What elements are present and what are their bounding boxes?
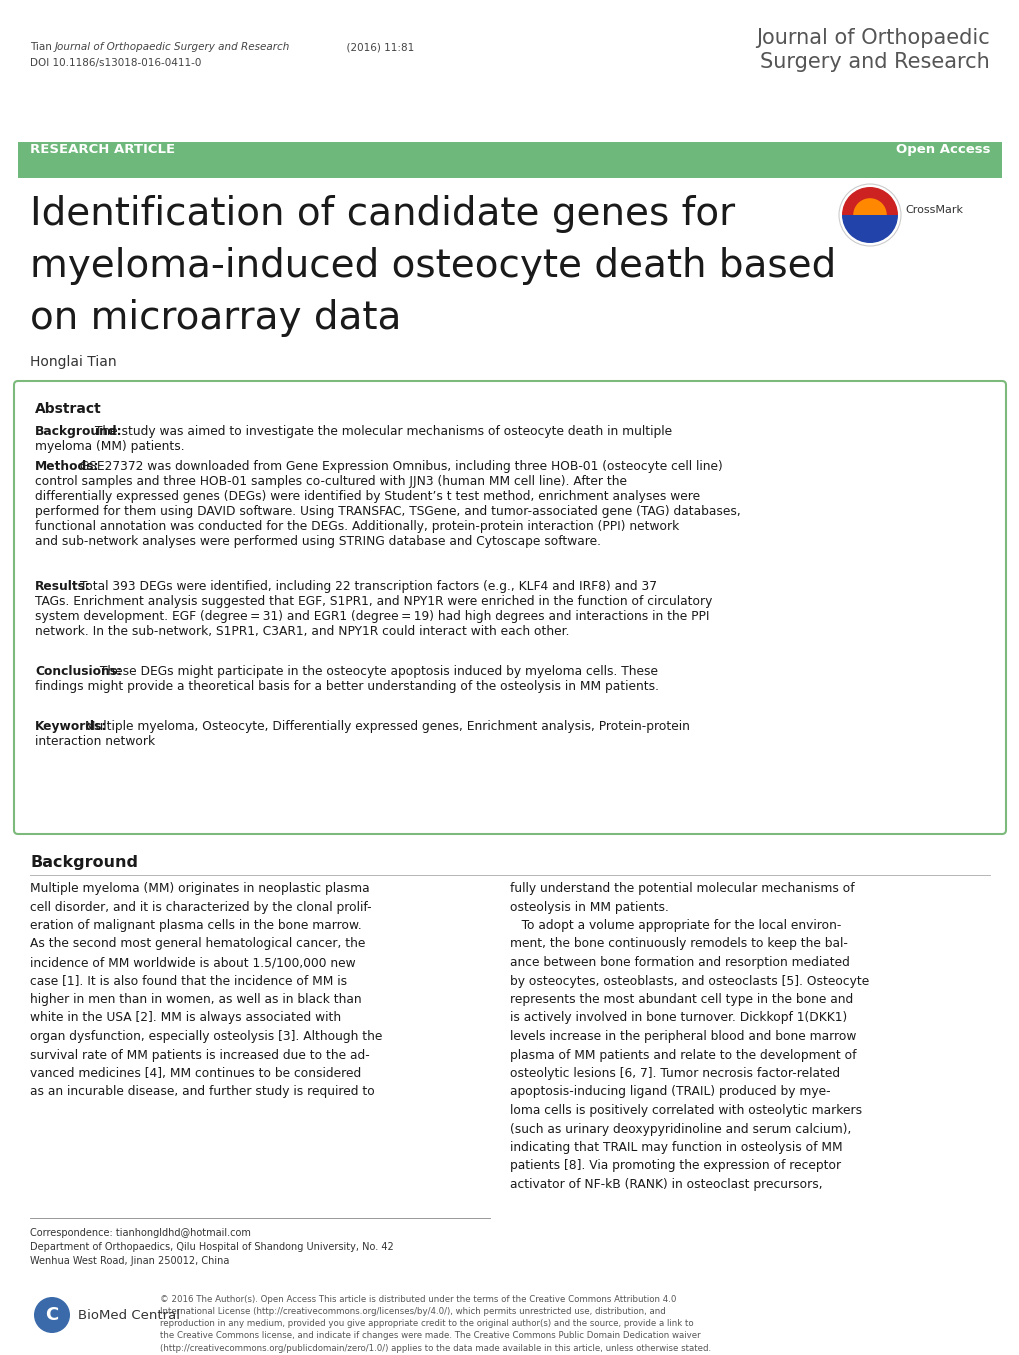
- Text: and sub-network analyses were performed using STRING database and Cytoscape soft: and sub-network analyses were performed …: [35, 535, 600, 547]
- Bar: [18, 142, 1001, 178]
- Text: Conclusions:: Conclusions:: [35, 665, 122, 678]
- Text: Department of Orthopaedics, Qilu Hospital of Shandong University, No. 42: Department of Orthopaedics, Qilu Hospita…: [30, 1243, 393, 1252]
- Text: The study was aimed to investigate the molecular mechanisms of osteocyte death i: The study was aimed to investigate the m…: [91, 425, 672, 438]
- Text: findings might provide a theoretical basis for a better understanding of the ost: findings might provide a theoretical bas…: [35, 680, 658, 692]
- Text: Open Access: Open Access: [895, 144, 989, 156]
- Text: Background: Background: [30, 855, 138, 870]
- Wedge shape: [852, 198, 886, 215]
- Text: Keywords:: Keywords:: [35, 720, 107, 733]
- Text: interaction network: interaction network: [35, 734, 155, 748]
- Text: Honglai Tian: Honglai Tian: [30, 355, 116, 369]
- Text: TAGs. Enrichment analysis suggested that EGF, S1PR1, and NPY1R were enriched in : TAGs. Enrichment analysis suggested that…: [35, 595, 711, 608]
- Text: differentially expressed genes (DEGs) were identified by Student’s t test method: differentially expressed genes (DEGs) we…: [35, 491, 699, 503]
- Text: on microarray data: on microarray data: [30, 299, 401, 337]
- Text: Correspondence: tianhongldhd@hotmail.com: Correspondence: tianhongldhd@hotmail.com: [30, 1228, 251, 1238]
- Text: Abstract: Abstract: [35, 402, 102, 416]
- Text: system development. EGF (degree = 31) and EGR1 (degree = 19) had high degrees an: system development. EGF (degree = 31) an…: [35, 610, 709, 623]
- Circle shape: [839, 184, 900, 247]
- Text: RESEARCH ARTICLE: RESEARCH ARTICLE: [30, 144, 175, 156]
- Text: Journal of Orthopaedic: Journal of Orthopaedic: [755, 28, 989, 47]
- Text: © 2016 The Author(s). Open Access This article is distributed under the terms of: © 2016 The Author(s). Open Access This a…: [160, 1295, 710, 1352]
- Text: Journal of Orthopaedic Surgery and Research: Journal of Orthopaedic Surgery and Resea…: [55, 42, 290, 51]
- Text: Surgery and Research: Surgery and Research: [759, 51, 989, 72]
- Wedge shape: [841, 215, 897, 243]
- Wedge shape: [841, 187, 897, 215]
- Text: functional annotation was conducted for the DEGs. Additionally, protein-protein : functional annotation was conducted for …: [35, 520, 679, 533]
- Text: Total 393 DEGs were identified, including 22 transcription factors (e.g., KLF4 a: Total 393 DEGs were identified, includin…: [75, 580, 656, 593]
- Text: Wenhua West Road, Jinan 250012, China: Wenhua West Road, Jinan 250012, China: [30, 1256, 229, 1266]
- Text: Background:: Background:: [35, 425, 122, 438]
- Text: These DEGs might participate in the osteocyte apoptosis induced by myeloma cells: These DEGs might participate in the oste…: [96, 665, 657, 678]
- Text: Multiple myeloma (MM) originates in neoplastic plasma
cell disorder, and it is c: Multiple myeloma (MM) originates in neop…: [30, 882, 382, 1099]
- Text: DOI 10.1186/s13018-016-0411-0: DOI 10.1186/s13018-016-0411-0: [30, 58, 201, 68]
- Text: GSE27372 was downloaded from Gene Expression Omnibus, including three HOB-01 (os: GSE27372 was downloaded from Gene Expres…: [75, 459, 721, 473]
- Text: Multiple myeloma, Osteocyte, Differentially expressed genes, Enrichment analysis: Multiple myeloma, Osteocyte, Differentia…: [81, 720, 689, 733]
- Text: performed for them using DAVID software. Using TRANSFAC, TSGene, and tumor-assoc: performed for them using DAVID software.…: [35, 505, 740, 518]
- Circle shape: [34, 1297, 70, 1333]
- Text: Results:: Results:: [35, 580, 91, 593]
- Text: myeloma (MM) patients.: myeloma (MM) patients.: [35, 440, 184, 453]
- Text: network. In the sub-network, S1PR1, C3AR1, and NPY1R could interact with each ot: network. In the sub-network, S1PR1, C3AR…: [35, 625, 569, 638]
- Text: (2016) 11:81: (2016) 11:81: [339, 42, 414, 51]
- Text: Identification of candidate genes for: Identification of candidate genes for: [30, 195, 735, 233]
- Text: myeloma-induced osteocyte death based: myeloma-induced osteocyte death based: [30, 247, 836, 285]
- Text: Methods:: Methods:: [35, 459, 100, 473]
- Text: fully understand the potential molecular mechanisms of
osteolysis in MM patients: fully understand the potential molecular…: [510, 882, 868, 1191]
- FancyBboxPatch shape: [14, 381, 1005, 833]
- Text: CrossMark: CrossMark: [904, 205, 962, 215]
- Text: Tian: Tian: [30, 42, 55, 51]
- Text: C: C: [45, 1306, 58, 1324]
- Text: control samples and three HOB-01 samples co-cultured with JJN3 (human MM cell li: control samples and three HOB-01 samples…: [35, 476, 627, 488]
- Text: BioMed Central: BioMed Central: [77, 1309, 179, 1322]
